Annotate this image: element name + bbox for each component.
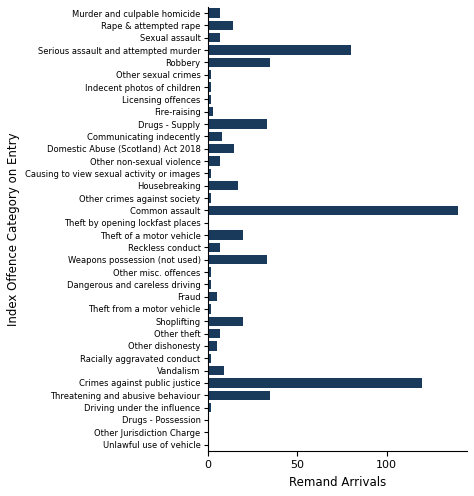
Bar (208, 317, 243, 326)
Bar (208, 403, 211, 412)
Bar (208, 305, 211, 313)
Bar (208, 415, 210, 425)
Bar (208, 120, 266, 128)
Bar (208, 206, 458, 215)
Bar (208, 354, 211, 363)
Bar (208, 181, 238, 190)
Bar (208, 280, 211, 289)
Bar (208, 243, 220, 252)
Bar (208, 231, 243, 240)
Y-axis label: Index Offence Category on Entry: Index Offence Category on Entry (7, 132, 20, 326)
Bar (208, 267, 211, 277)
Bar (208, 255, 266, 264)
Bar (208, 218, 210, 227)
Bar (208, 132, 222, 141)
Bar (208, 107, 213, 117)
Bar (208, 366, 224, 375)
Bar (208, 82, 211, 92)
Bar (208, 440, 210, 449)
Bar (208, 292, 217, 301)
Bar (208, 156, 220, 166)
Bar (208, 341, 217, 351)
Bar (208, 378, 422, 387)
Bar (208, 193, 211, 203)
Bar (208, 46, 351, 55)
Bar (208, 428, 210, 437)
Bar (208, 144, 235, 153)
Bar (208, 169, 211, 178)
Bar (208, 391, 270, 400)
Bar (208, 95, 211, 104)
X-axis label: Remand Arrivals: Remand Arrivals (289, 476, 386, 489)
Bar (208, 70, 211, 79)
Bar (208, 8, 220, 18)
Bar (208, 329, 220, 338)
Bar (208, 33, 220, 42)
Bar (208, 21, 233, 30)
Bar (208, 58, 270, 67)
